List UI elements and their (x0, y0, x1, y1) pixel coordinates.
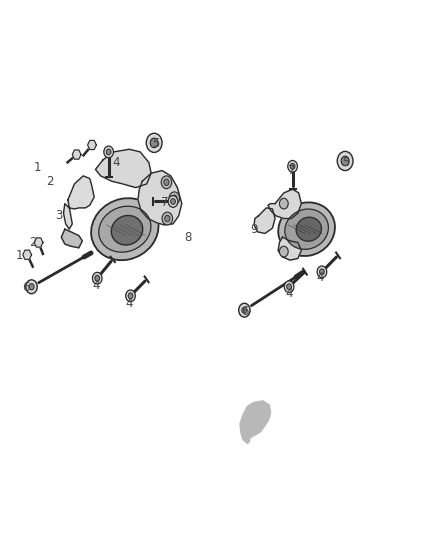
Circle shape (317, 266, 327, 278)
Text: 4: 4 (316, 271, 324, 284)
Circle shape (242, 307, 247, 313)
Circle shape (29, 284, 34, 290)
Polygon shape (138, 171, 182, 225)
Text: 4: 4 (285, 287, 293, 300)
Circle shape (239, 303, 250, 317)
Text: 2: 2 (29, 236, 37, 249)
Text: 4: 4 (92, 279, 100, 292)
Circle shape (287, 284, 292, 290)
Text: 1: 1 (33, 161, 41, 174)
Text: 6: 6 (241, 305, 249, 318)
Circle shape (284, 281, 294, 293)
Circle shape (128, 293, 133, 298)
Text: 6: 6 (22, 281, 30, 294)
Text: 2: 2 (46, 175, 54, 188)
Polygon shape (278, 237, 301, 260)
Polygon shape (61, 229, 82, 248)
Text: 5: 5 (152, 138, 159, 150)
Polygon shape (23, 250, 32, 260)
Circle shape (165, 215, 170, 222)
Text: 7: 7 (287, 164, 295, 177)
Text: 4: 4 (112, 156, 120, 169)
Ellipse shape (91, 198, 159, 260)
Circle shape (164, 179, 169, 185)
Circle shape (279, 246, 288, 257)
Circle shape (92, 272, 102, 284)
Text: 8: 8 (185, 231, 192, 244)
Text: 1: 1 (16, 249, 24, 262)
Text: 4: 4 (125, 297, 133, 310)
Circle shape (106, 149, 111, 155)
Text: 3: 3 (56, 209, 63, 222)
Circle shape (279, 198, 288, 209)
Ellipse shape (278, 203, 335, 256)
Circle shape (104, 146, 113, 158)
Circle shape (95, 275, 100, 281)
Polygon shape (240, 401, 271, 443)
Text: 9: 9 (250, 223, 258, 236)
Circle shape (290, 163, 295, 169)
Circle shape (150, 138, 158, 148)
Polygon shape (34, 238, 43, 247)
Circle shape (172, 195, 177, 201)
Circle shape (161, 176, 172, 189)
Polygon shape (268, 189, 301, 219)
Text: 5: 5 (343, 156, 350, 169)
Circle shape (171, 199, 175, 204)
Circle shape (168, 196, 178, 207)
Circle shape (341, 156, 349, 166)
Circle shape (320, 269, 324, 274)
Circle shape (337, 151, 353, 171)
Ellipse shape (285, 209, 328, 249)
Circle shape (162, 212, 173, 225)
Circle shape (126, 290, 135, 302)
Polygon shape (88, 140, 96, 150)
Ellipse shape (296, 217, 321, 241)
Polygon shape (254, 208, 275, 233)
Circle shape (26, 280, 37, 294)
Polygon shape (64, 176, 94, 229)
Circle shape (288, 160, 297, 172)
Circle shape (146, 133, 162, 152)
Polygon shape (95, 149, 151, 188)
Circle shape (169, 192, 180, 205)
Text: 7: 7 (160, 196, 168, 209)
Polygon shape (72, 150, 81, 159)
Ellipse shape (111, 215, 143, 245)
Ellipse shape (99, 206, 151, 252)
